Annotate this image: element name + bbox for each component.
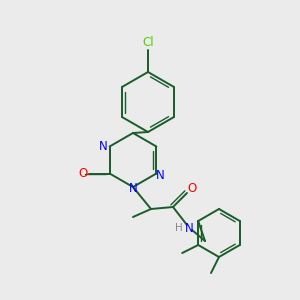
Text: N: N — [184, 221, 194, 235]
Text: Cl: Cl — [142, 37, 154, 50]
Text: H: H — [175, 223, 183, 233]
Text: N: N — [129, 182, 137, 196]
Text: O: O — [78, 167, 87, 180]
Text: N: N — [156, 169, 165, 182]
Text: O: O — [188, 182, 196, 196]
Text: N: N — [99, 140, 108, 153]
